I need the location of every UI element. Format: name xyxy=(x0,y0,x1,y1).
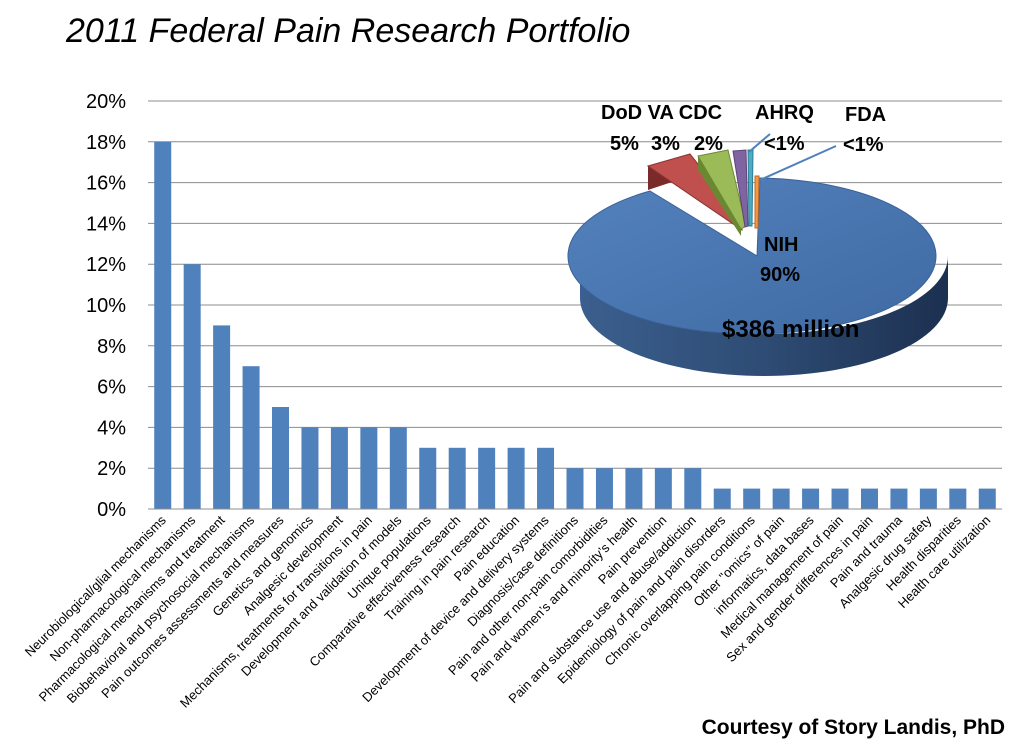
pie-label-va-pct: 3% xyxy=(651,133,680,155)
bar xyxy=(772,488,790,509)
bar xyxy=(330,427,348,509)
y-tick-label: 8% xyxy=(97,336,126,358)
bar xyxy=(213,325,231,509)
y-tick-label: 10% xyxy=(86,295,126,317)
pie-label-ahrq-pct: <1% xyxy=(764,133,805,155)
bar xyxy=(949,488,967,509)
bar xyxy=(448,447,466,509)
y-tick-label: 14% xyxy=(86,213,126,235)
bar xyxy=(890,488,908,509)
bar xyxy=(743,488,761,509)
bar xyxy=(595,468,613,509)
pie-label-dod-pct: 5% xyxy=(610,133,639,155)
x-axis-ticks: Neurobiological/glial mechanismsNon-phar… xyxy=(22,512,994,711)
pie-label-ahrq: AHRQ xyxy=(755,102,814,124)
pie-slice-nih xyxy=(567,177,937,335)
bar xyxy=(154,141,172,510)
bar xyxy=(684,468,702,509)
y-tick-label: 12% xyxy=(86,254,126,276)
bar xyxy=(713,488,731,509)
pie-chart: DoD VA CDC 5% 3% 2% AHRQ <1% FDA <1% NIH… xyxy=(567,102,948,376)
pie-slice-va-side xyxy=(698,156,741,236)
y-tick-label: 0% xyxy=(97,499,126,521)
pie-slice-ahrq xyxy=(747,149,754,227)
y-tick-label: 6% xyxy=(97,377,126,399)
y-tick-label: 16% xyxy=(86,173,126,195)
leader-line-fda xyxy=(759,145,837,181)
pie-label-agencies: DoD VA CDC xyxy=(601,102,722,124)
bar xyxy=(507,447,525,509)
bar xyxy=(183,264,201,509)
pie-slice-cdc xyxy=(732,149,749,228)
bar xyxy=(802,488,820,509)
bar xyxy=(478,447,496,509)
y-tick-label: 4% xyxy=(97,417,126,439)
pie-label-cdc-pct: 2% xyxy=(694,133,723,155)
bar xyxy=(860,488,878,509)
leader-line-ahrq xyxy=(748,133,771,153)
bar-series xyxy=(154,141,996,510)
pie-label-total: $386 million xyxy=(722,316,859,343)
bar xyxy=(389,427,407,509)
pie-label-fda-pct: <1% xyxy=(843,134,884,156)
pie-slice-fda xyxy=(754,175,760,229)
bar xyxy=(272,407,290,509)
bar xyxy=(919,488,937,509)
bar xyxy=(831,488,849,509)
bar xyxy=(537,447,555,509)
y-tick-label: 18% xyxy=(86,132,126,154)
y-tick-label: 20% xyxy=(86,91,126,113)
bar xyxy=(625,468,643,509)
bar xyxy=(978,488,996,509)
bar xyxy=(654,468,672,509)
bar xyxy=(242,366,260,509)
y-tick-label: 2% xyxy=(97,458,126,480)
bar xyxy=(566,468,584,509)
bar xyxy=(419,447,437,509)
bar xyxy=(301,427,319,509)
pie-slice-nih-side xyxy=(580,256,948,376)
pie-label-nih-pct: 90% xyxy=(760,264,800,286)
y-axis-ticks: 0% 2% 4% 6% 8% 10% 12% 14% 16% 18% 20% xyxy=(86,91,126,521)
pie-label-nih: NIH xyxy=(764,234,798,256)
chart-title: 2011 Federal Pain Research Portfolio xyxy=(66,12,631,50)
pie-label-fda: FDA xyxy=(845,104,886,126)
bar xyxy=(360,427,378,509)
credit-text: Courtesy of Story Landis, PhD xyxy=(701,716,1005,739)
